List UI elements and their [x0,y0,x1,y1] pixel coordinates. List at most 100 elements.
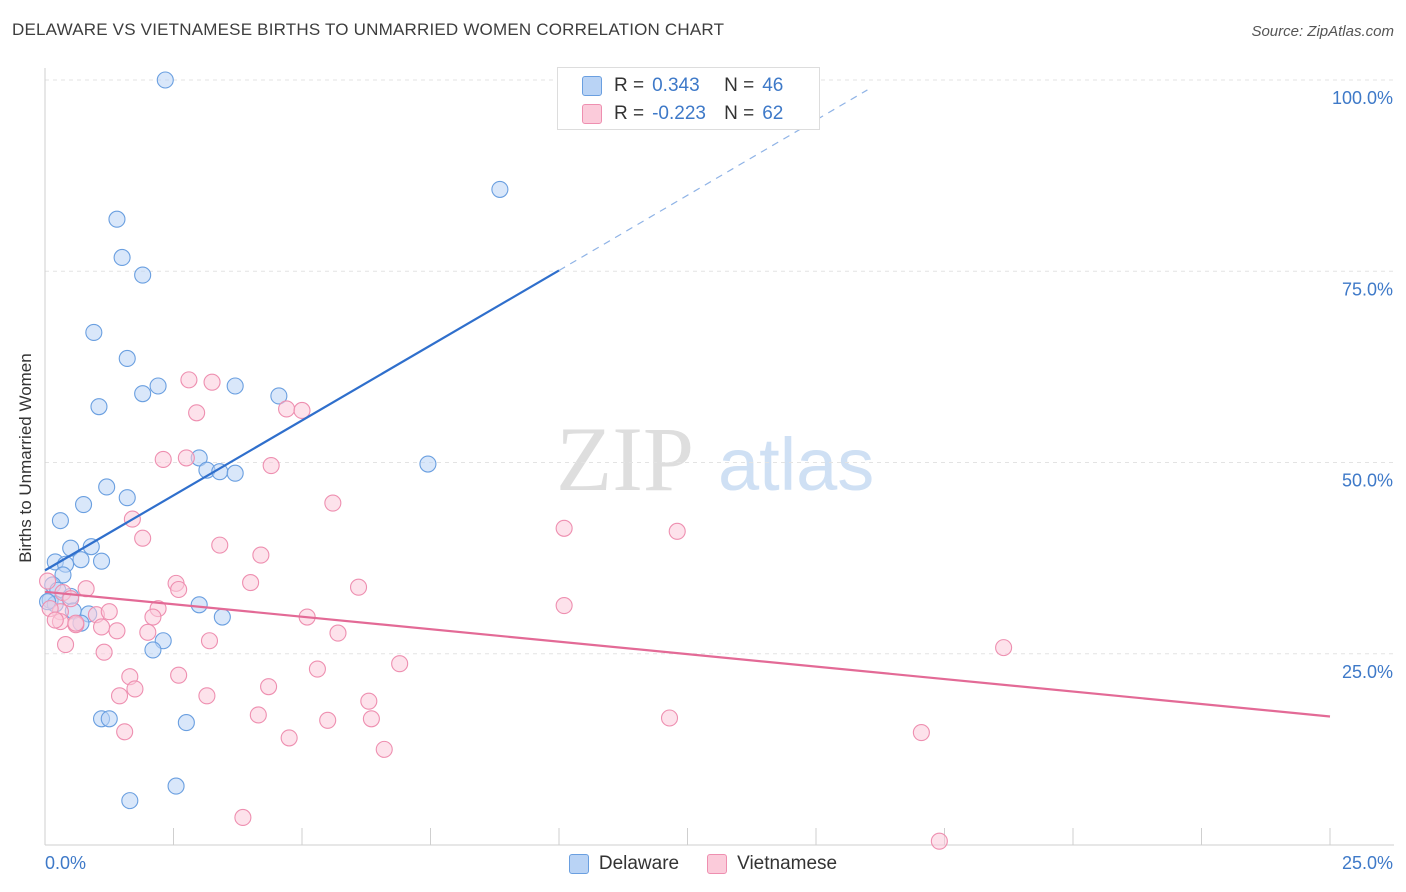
vietnamese-point [329,624,347,642]
vietnamese-point [391,655,409,673]
vietnamese-point [170,666,188,684]
vietnamese-point [555,597,573,615]
r-label: R = [614,75,645,96]
vietnamese-point [660,709,679,727]
vietnamese-point [100,603,118,621]
watermark-atlas: atlas [718,423,874,506]
delaware-point [72,551,90,569]
vietnamese-point [46,611,64,629]
trend-lines [44,89,1331,718]
delaware-r-value: 0.343 [652,75,700,96]
y-axis-label: Births to Unmarried Women [16,353,35,562]
legend-item-delaware[interactable]: Delaware [568,853,680,875]
delaware-point [177,714,195,732]
delaware-point [100,710,118,728]
delaware-swatch [582,76,602,96]
vietnamese-point [278,400,296,418]
n-label: N = [724,75,755,96]
delaware-point [134,266,152,284]
vietnamese-point [242,574,260,592]
delaware-point [167,777,185,795]
vietnamese-point [930,832,948,850]
vietnamese-point [293,401,311,420]
correlation-legend: R = 0.343 N = 46 R = -0.223 N = 62 [557,67,820,130]
vietnamese-point [180,371,198,389]
vietnamese-point [39,572,57,590]
delaware-point [213,608,231,626]
vietnamese-point [188,404,206,422]
delaware-point [54,566,72,584]
vietnamese-point [362,710,380,728]
delaware-point [121,792,139,810]
vietnamese-point [177,449,195,467]
delaware-point [226,464,244,482]
delaware-point [51,512,69,530]
vietnamese-point [349,578,368,596]
axes [44,68,1394,846]
vietnamese-point [154,450,172,468]
vietnamese-n-value: 62 [762,103,784,124]
delaware-point [134,385,152,403]
vietnamese-point [144,608,162,626]
n-label: N = [724,103,755,124]
points [39,71,1013,850]
delaware-point [144,641,162,659]
vietnamese-point [198,687,216,705]
delaware-trend-line [44,269,560,572]
vietnamese-point [260,678,278,696]
delaware-point [113,248,131,267]
delaware-swatch [568,854,589,874]
vietnamese-swatch [707,854,728,874]
vietnamese-point [308,660,326,678]
vietnamese-point [170,580,188,599]
vietnamese-point [67,614,85,632]
vietnamese-point [134,529,152,547]
vietnamese-point [280,729,298,747]
gridlines [45,79,1394,655]
vietnamese-point [324,494,342,512]
vietnamese-point [139,623,157,641]
vietnamese-r-value: -0.223 [652,103,706,124]
delaware-point [190,596,208,614]
vietnamese-point [375,740,393,758]
r-label: R = [614,103,645,124]
vietnamese-point [249,706,267,724]
y-tick-label: 50.0% [1342,471,1393,491]
y-tick-label: 100.0% [1332,88,1393,108]
y-tick-label: 25.0% [1342,662,1393,682]
delaware-point [419,455,437,473]
vietnamese-point [234,808,252,827]
delaware-point [149,377,167,395]
delaware-point [226,377,244,395]
vietnamese-point [95,643,113,661]
vietnamese-point [57,636,75,654]
delaware-point [90,398,108,416]
vietnamese-trend-line [44,590,1331,718]
vietnamese-point [92,618,111,636]
vietnamese-point [995,639,1013,657]
delaware-point [270,387,288,405]
delaware-point [98,478,116,496]
source-label: Source: ZipAtlas.com [1251,23,1394,40]
chart-title: DELAWARE VS VIETNAMESE BIRTHS TO UNMARRI… [12,20,725,39]
vietnamese-point [912,723,930,742]
vietnamese-point [555,519,573,537]
series-legend: Delaware Vietnamese [0,851,1406,877]
legend-label-delaware: Delaware [598,853,680,874]
delaware-point [82,538,100,556]
vietnamese-point [126,680,144,698]
delaware-point [92,552,111,570]
x-tick-label: 25.0% [1342,853,1393,873]
vietnamese-point [110,687,129,705]
vietnamese-point [360,692,378,710]
legend-row-delaware: R = 0.343 N = 46 [582,73,783,99]
tick-labels: 25.0% 50.0% 75.0% 100.0% 0.0% 25.0% [45,88,1393,873]
vietnamese-point [116,723,134,741]
delaware-point [491,180,509,198]
delaware-n-value: 46 [762,75,784,96]
delaware-point [118,349,136,368]
y-tick-label: 75.0% [1342,279,1393,299]
vietnamese-swatch [582,104,602,124]
legend-label-vietnamese: Vietnamese [737,853,838,874]
legend-item-vietnamese[interactable]: Vietnamese [707,853,837,875]
